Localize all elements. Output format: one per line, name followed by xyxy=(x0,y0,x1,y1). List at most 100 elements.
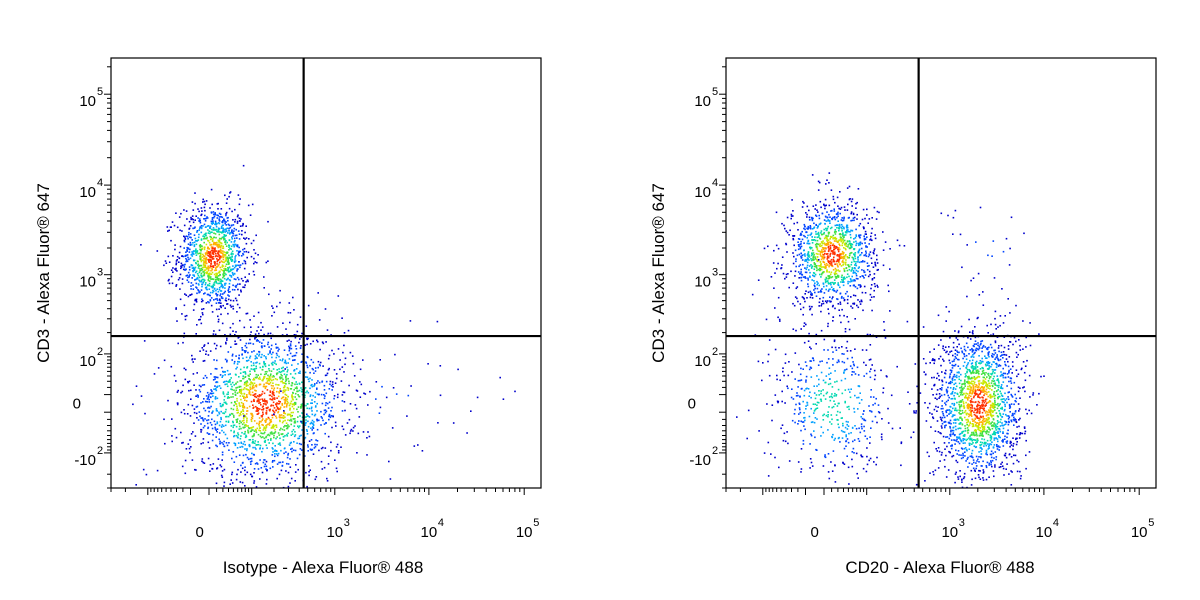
event-dot xyxy=(255,448,257,450)
event-dot xyxy=(198,271,201,274)
event-dot xyxy=(823,228,825,231)
event-dot xyxy=(846,269,849,272)
event-dot xyxy=(869,251,872,253)
event-dot xyxy=(217,227,220,230)
event-dot xyxy=(352,426,355,429)
event-dot xyxy=(289,373,292,375)
event-dot xyxy=(827,219,829,221)
event-dot xyxy=(825,243,828,245)
event-dot xyxy=(1018,408,1021,410)
event-dot xyxy=(845,245,848,247)
event-dot xyxy=(818,265,820,267)
event-dot xyxy=(263,345,266,347)
event-dot xyxy=(229,226,232,229)
event-dot xyxy=(998,382,1000,384)
event-dot xyxy=(309,364,311,367)
event-dot xyxy=(191,358,193,361)
event-dot xyxy=(804,228,806,231)
event-dot xyxy=(215,409,218,412)
event-dot xyxy=(243,286,246,289)
event-dot xyxy=(211,400,214,403)
event-dot xyxy=(975,465,978,467)
event-dot xyxy=(863,254,865,257)
event-dot xyxy=(211,412,213,414)
event-dot xyxy=(277,350,279,352)
event-dot xyxy=(279,419,281,422)
event-dot xyxy=(167,230,169,232)
x-tick-label: 0 xyxy=(196,524,204,541)
event-dot xyxy=(231,457,233,460)
x-tick-exponent: 5 xyxy=(533,517,539,529)
event-dot xyxy=(171,435,173,437)
event-dot xyxy=(220,306,222,309)
event-dot xyxy=(852,294,855,297)
event-dot xyxy=(184,472,187,475)
event-dot xyxy=(243,350,246,352)
event-dot xyxy=(203,462,206,464)
event-dot xyxy=(242,371,245,373)
event-dot xyxy=(191,264,194,267)
event-dot xyxy=(316,402,318,405)
event-dot xyxy=(259,366,262,369)
event-dot xyxy=(294,403,297,405)
event-dot xyxy=(855,264,858,267)
event-dot xyxy=(838,254,841,257)
event-dot xyxy=(959,427,962,430)
event-dot xyxy=(985,444,988,447)
event-dot xyxy=(279,401,281,403)
event-dot xyxy=(841,278,843,281)
event-dot xyxy=(225,228,227,230)
event-dot xyxy=(221,376,223,378)
event-dot xyxy=(216,421,219,423)
event-dot xyxy=(206,225,209,227)
event-dot xyxy=(245,356,248,359)
event-dot xyxy=(215,225,218,228)
event-dot xyxy=(831,305,834,308)
event-dot xyxy=(289,466,292,468)
event-dot xyxy=(209,392,212,395)
event-dot xyxy=(221,264,224,266)
event-dot xyxy=(263,287,265,289)
event-dot xyxy=(852,213,855,216)
event-dot xyxy=(238,233,241,235)
event-dot xyxy=(232,421,234,424)
event-dot xyxy=(227,312,229,315)
event-dot xyxy=(200,279,203,282)
event-dot xyxy=(811,293,813,295)
event-dot xyxy=(944,426,946,429)
event-dot xyxy=(799,247,802,250)
event-dot xyxy=(847,264,849,266)
event-dot xyxy=(135,385,138,387)
event-dot xyxy=(293,420,296,423)
event-dot xyxy=(219,258,221,260)
event-dot xyxy=(205,271,207,274)
event-dot xyxy=(988,361,991,364)
event-dot xyxy=(248,427,251,430)
event-dot xyxy=(230,276,233,278)
event-dot xyxy=(213,247,215,250)
event-dot xyxy=(206,217,209,219)
event-dot xyxy=(224,299,227,301)
event-dot xyxy=(840,226,842,229)
event-dot xyxy=(792,235,794,237)
event-dot xyxy=(866,269,869,271)
event-dot xyxy=(211,285,214,287)
event-dot xyxy=(223,445,225,447)
event-dot xyxy=(283,402,286,405)
event-dot xyxy=(832,216,834,219)
event-dot xyxy=(201,384,204,386)
event-dot xyxy=(846,298,849,301)
event-dot xyxy=(225,224,228,226)
event-dot xyxy=(255,365,257,368)
event-dot xyxy=(203,200,206,203)
event-dot xyxy=(298,383,301,385)
event-dot xyxy=(843,299,846,301)
event-dot xyxy=(212,278,215,281)
event-dot xyxy=(854,286,857,288)
event-dot xyxy=(237,411,239,414)
event-dot xyxy=(267,423,269,425)
event-dot xyxy=(234,340,236,343)
event-dot xyxy=(236,276,239,279)
event-dot xyxy=(326,477,328,480)
event-dot xyxy=(1005,441,1008,443)
